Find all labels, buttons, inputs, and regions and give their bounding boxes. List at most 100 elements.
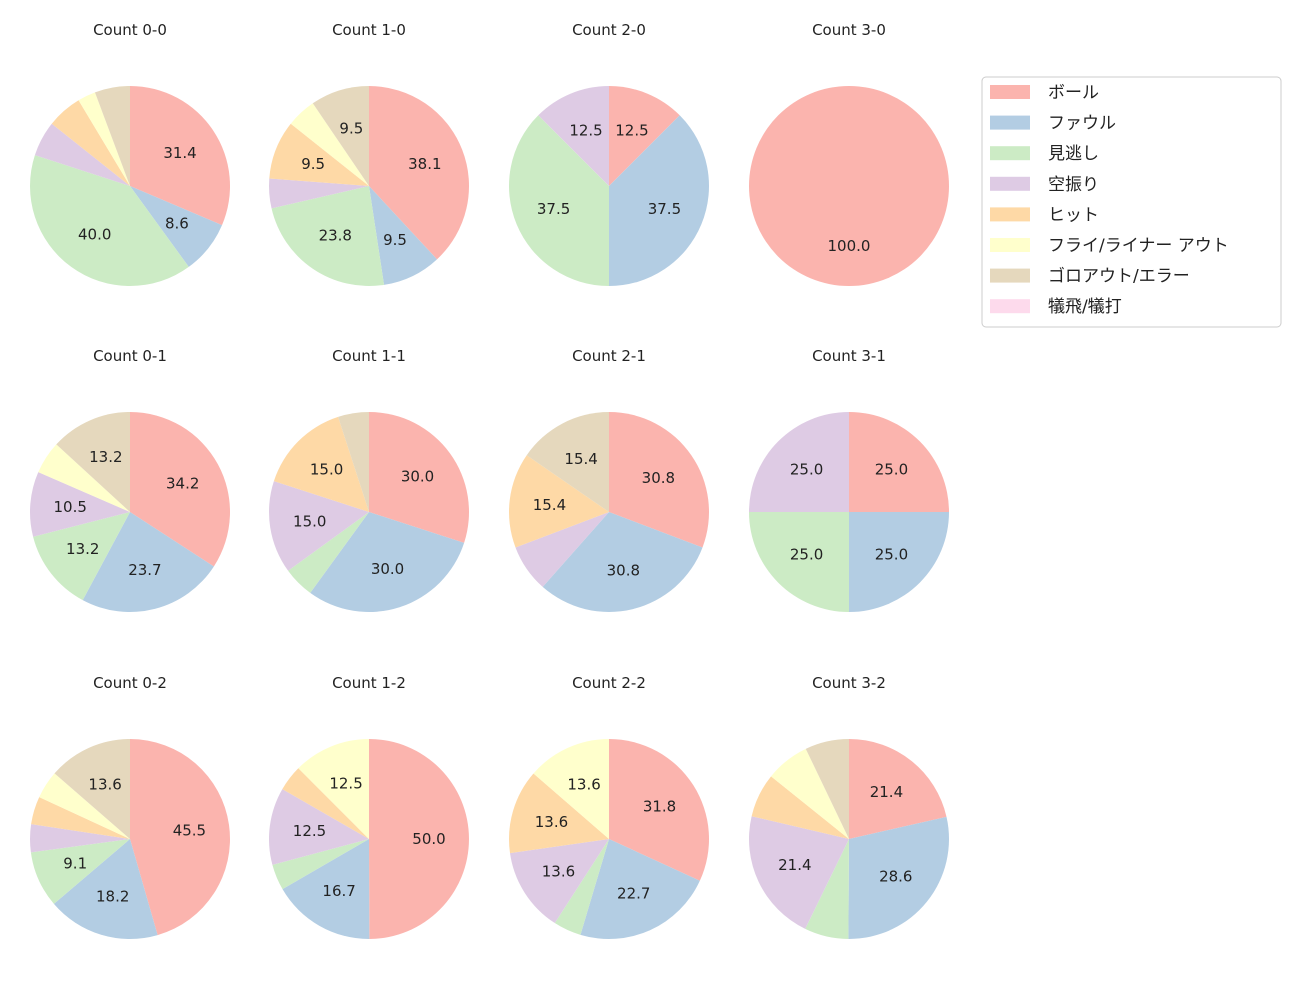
slice-label: 37.5 [648, 200, 681, 218]
pie-chart: Count 1-0 38.1 9.5 23.8 9.5 9.5 [269, 21, 469, 286]
slice-label: 25.0 [875, 545, 908, 563]
pie-slice [30, 839, 130, 904]
pie-slice [508, 455, 609, 548]
pie-slice [269, 178, 369, 209]
pie-slice [130, 86, 230, 226]
slice-label: 10.5 [53, 498, 86, 516]
slice-label: 13.6 [567, 775, 600, 793]
pie-slice [580, 839, 700, 939]
pie-title: Count 3-0 [812, 21, 886, 39]
slice-label: 21.4 [870, 783, 903, 801]
pie-slice [609, 739, 709, 881]
slice-label: 9.1 [63, 854, 87, 872]
slice-label: 12.5 [329, 775, 362, 793]
pie-slice [39, 773, 130, 839]
pie-slice [369, 86, 469, 260]
pie-title: Count 0-2 [93, 674, 167, 692]
slice-label: 9.5 [301, 155, 325, 173]
pie-chart: Count 3-1 25.0 25.0 25.0 25.0 [749, 347, 949, 612]
slice-label: 25.0 [790, 545, 823, 563]
pie-slice [369, 739, 469, 939]
pie-slice [609, 115, 709, 286]
legend-swatch [990, 299, 1030, 314]
pie-chart: Count 1-1 30.0 30.0 15.0 15.0 [268, 347, 469, 612]
pie-slice [94, 86, 130, 186]
pie-chart: Count 2-1 30.8 30.8 15.4 15.4 [508, 347, 710, 612]
slice-label: 40.0 [78, 226, 111, 244]
pie-slice [82, 512, 214, 612]
legend-swatch [990, 207, 1030, 222]
legend-label: ゴロアウト/エラー [1048, 266, 1190, 287]
slice-label: 13.2 [66, 540, 99, 558]
slice-label: 9.5 [339, 120, 363, 138]
pie-slice [272, 839, 369, 890]
pie-chart: Count 2-0 12.5 37.5 37.5 12.5 [509, 21, 709, 286]
slice-label: 12.5 [615, 122, 648, 140]
slice-label: 45.5 [173, 822, 206, 840]
slice-label: 30.8 [642, 469, 675, 487]
pie-slice [310, 512, 465, 612]
pie-title: Count 0-1 [93, 347, 167, 365]
pie-slice [751, 776, 849, 839]
pie-slice [34, 123, 130, 186]
slice-label: 28.6 [879, 868, 912, 886]
pie-slice [29, 472, 130, 537]
pie-slice [338, 412, 369, 512]
pie-slice [312, 86, 369, 186]
pie-slice [130, 186, 223, 267]
legend-swatch [990, 115, 1030, 130]
pie-slice [526, 412, 609, 512]
pie-slice [31, 797, 130, 839]
pie-slice [273, 416, 369, 512]
legend-label: ヒット [1048, 205, 1099, 225]
pie-slice [288, 512, 369, 593]
slice-label: 12.5 [293, 822, 326, 840]
legend-label: 犠飛/犠打 [1048, 297, 1122, 317]
slice-label: 13.6 [542, 862, 575, 880]
pie-chart: Count 1-2 50.0 16.7 12.5 12.5 [268, 674, 469, 939]
pie-slice [749, 86, 949, 286]
pie-title: Count 1-2 [332, 674, 406, 692]
pie-slice [805, 739, 849, 839]
slice-label: 15.4 [564, 450, 597, 468]
slice-label: 100.0 [828, 237, 871, 255]
pie-slice [53, 839, 158, 940]
slice-label: 15.4 [533, 496, 566, 514]
slice-label: 16.7 [322, 882, 355, 900]
legend-label: 見逃し [1048, 144, 1099, 164]
slice-label: 9.5 [383, 231, 407, 249]
slice-label: 23.7 [128, 561, 161, 579]
slice-label: 12.5 [569, 122, 602, 140]
pie-slice [369, 412, 469, 543]
slice-label: 15.0 [293, 512, 326, 530]
slice-label: 31.4 [163, 144, 196, 162]
legend-label: 空振り [1048, 175, 1099, 195]
pie-slice [130, 739, 231, 936]
slice-label: 15.0 [310, 461, 343, 479]
pie-slice [538, 86, 609, 186]
pie-slice [533, 739, 609, 839]
pie-slice [282, 839, 370, 939]
pie-slice [542, 512, 703, 612]
slice-label: 23.8 [319, 227, 352, 245]
pie-slice [749, 512, 849, 612]
pie-slice [268, 481, 369, 571]
pie-chart: Count 0-1 34.2 23.7 13.2 10.5 13.2 [29, 347, 230, 612]
pie-title: Count 2-1 [572, 347, 646, 365]
pie-slice [749, 816, 849, 929]
pie-slice [33, 512, 131, 601]
pie-slice [805, 839, 849, 939]
pie-slice [51, 100, 130, 186]
pie-slice [56, 412, 130, 512]
slice-label: 30.0 [371, 560, 404, 578]
legend-swatch [990, 268, 1030, 283]
pie-chart: Count 2-2 31.8 22.7 13.6 13.6 13.6 [508, 674, 709, 939]
pie-slice [78, 92, 130, 186]
pie-title: Count 1-0 [332, 21, 406, 39]
pie-slice [29, 155, 189, 286]
pie-slice [510, 839, 609, 924]
legend-label: ボール [1048, 83, 1099, 103]
pie-title: Count 3-1 [812, 347, 886, 365]
